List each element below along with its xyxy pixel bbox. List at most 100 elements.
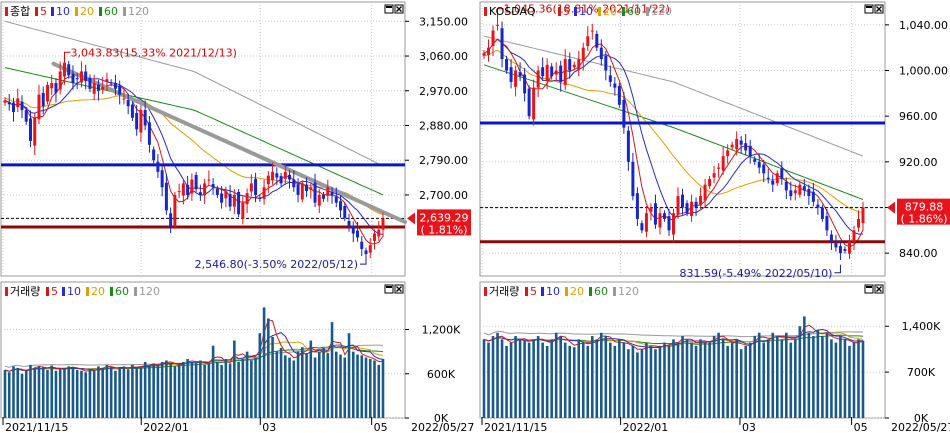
legend-swatch (589, 287, 592, 296)
legend-label: 10 (546, 285, 560, 298)
volume-bar (825, 332, 829, 418)
volume-bar (631, 345, 635, 418)
candle-body (317, 194, 321, 206)
low-annotation: 831.59(-5.49% 2022/05/10) (680, 267, 833, 280)
candle-body (721, 156, 725, 171)
high-annotation: 1,045.36(18.81% 2021/11/22) (504, 3, 670, 16)
candle-body (249, 183, 253, 192)
candle-body (147, 122, 151, 145)
candle-body (667, 216, 671, 231)
volume-bar (577, 339, 581, 418)
candle-body (237, 191, 241, 215)
y-tick-label: 2,790.00 (419, 154, 468, 167)
volume-bar (75, 370, 79, 418)
x-end-label: 2022/05/27 (411, 421, 474, 433)
volume-bar (109, 367, 113, 418)
volume-bar (559, 336, 563, 418)
candle-body (649, 207, 653, 212)
candle-body (186, 184, 190, 195)
volume-bar (322, 347, 325, 418)
candle-body (653, 203, 657, 225)
price-marker-icon (407, 212, 415, 225)
volume-bar (84, 372, 87, 418)
volume-bar (523, 340, 526, 418)
window-maximize-icon[interactable] (864, 284, 874, 294)
left-price-frame (0, 1, 406, 277)
volume-bar (803, 316, 806, 418)
candle-body (726, 150, 730, 157)
candle-body (37, 94, 41, 120)
legend-swatch (484, 287, 487, 296)
candle-body (536, 70, 540, 88)
candle-body (491, 30, 495, 47)
volume-bar (636, 352, 639, 418)
volume-bar (775, 336, 779, 418)
volume-bar (250, 360, 253, 418)
window-maximize-icon[interactable] (864, 4, 874, 14)
volume-bar (67, 366, 71, 418)
ma60-line (4, 67, 384, 196)
volume-bar (177, 364, 181, 418)
candle-body (67, 64, 71, 76)
candle-body (122, 98, 126, 100)
x-end-label: 2022/05/27 (891, 421, 950, 433)
left-volume-panel: 1,200K 600K 0K 거래량 5 10 20 60 120 (0, 281, 461, 425)
window-maximize-icon-bar (866, 6, 872, 8)
annotation-leader (497, 8, 504, 17)
volume-bar (748, 342, 752, 418)
candle-body (834, 243, 838, 248)
volume-bar (730, 342, 734, 418)
volume-bar (821, 336, 824, 418)
candle-body (496, 24, 500, 26)
legend-label: 거래량 (489, 285, 519, 298)
candle-body (820, 207, 824, 219)
candle-body (339, 201, 343, 211)
candle-body (672, 213, 675, 235)
volume-bar (663, 342, 666, 418)
candle-body (532, 87, 536, 120)
legend-label: 120 (128, 5, 149, 18)
volume-bar (220, 364, 223, 418)
candle-body (75, 78, 79, 80)
volume-bar (368, 359, 372, 418)
volume-bar (861, 340, 865, 418)
legend-swatch (110, 287, 113, 296)
volume-bar (126, 369, 130, 418)
window-maximize-icon[interactable] (384, 284, 394, 294)
y-tick-label: 700K (907, 366, 936, 379)
legend-label: 5 (51, 285, 58, 298)
candle-body (793, 190, 797, 194)
volume-bar (757, 332, 761, 418)
volume-bar (505, 345, 508, 418)
candle-body (554, 70, 558, 75)
candle-body (825, 216, 829, 231)
y-tick-label: 2,970.00 (419, 85, 468, 98)
legend-label: 종합 (10, 5, 30, 18)
window-maximize-icon[interactable] (384, 4, 394, 14)
candle-body (296, 184, 300, 195)
volume-bar (735, 339, 738, 418)
y-tick-label: 1,000.00 (899, 65, 948, 78)
left-price-panel: 3,150.00 3,060.00 2,970.00 2,880.00 2,790.00… (0, 1, 471, 277)
trend-line[interactable] (51, 61, 407, 224)
legend-swatch (613, 287, 616, 296)
legend-label: 5 (530, 285, 537, 298)
annotation-leader (360, 256, 367, 265)
candle-body (275, 173, 279, 178)
candle-body (856, 218, 860, 228)
volume-bar (645, 342, 648, 418)
volume-bar (487, 342, 490, 418)
volume-bar (241, 359, 245, 418)
legend-label: 60 (627, 5, 641, 18)
candle-body (581, 47, 585, 61)
volume-bar (595, 339, 599, 418)
legend-swatch (525, 287, 528, 296)
candle-body (550, 66, 554, 77)
volume-bar (830, 339, 833, 418)
x-tick-label: 05 (374, 421, 388, 433)
volume-bar (857, 339, 860, 418)
volume-bar (586, 345, 590, 418)
volume-bar (301, 347, 304, 418)
candle-body (232, 194, 236, 207)
candle-body (203, 183, 207, 195)
